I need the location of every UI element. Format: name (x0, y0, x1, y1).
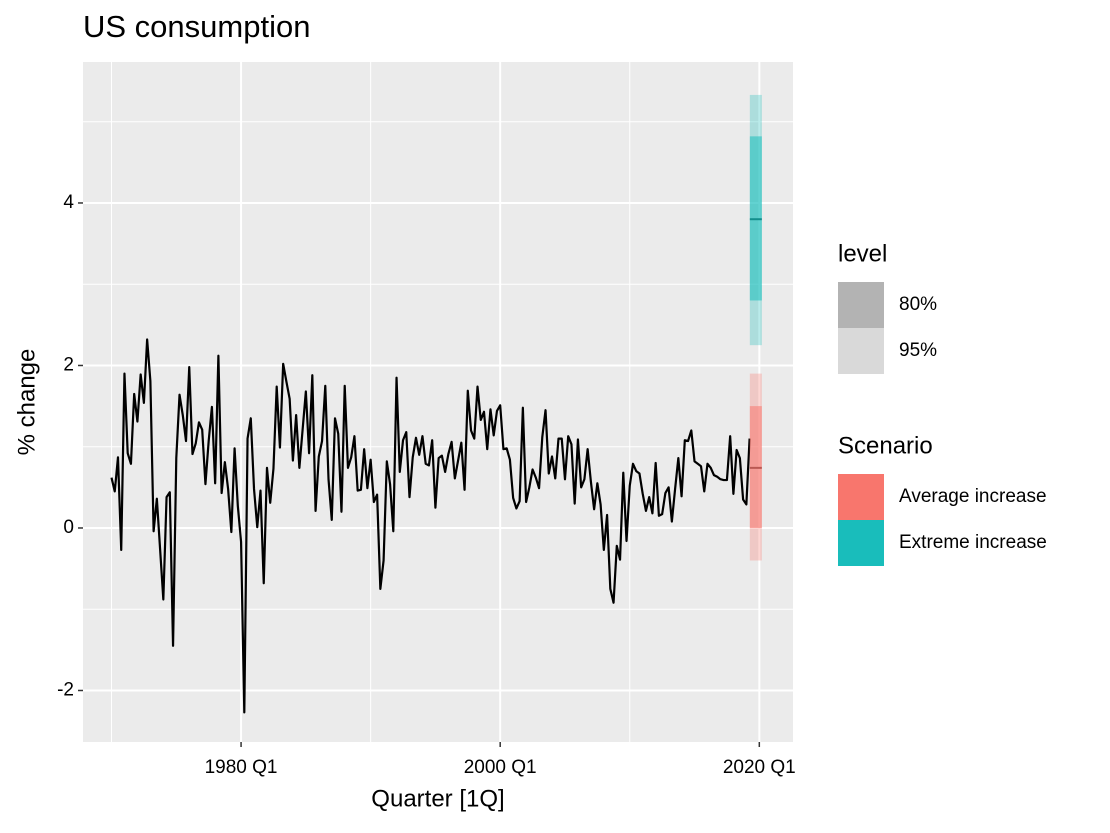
data-line (110, 338, 751, 714)
legend-title: level (838, 240, 887, 267)
y-tick-label: 0 (63, 517, 74, 538)
legend-swatch (838, 474, 884, 520)
y-tick-label: -2 (57, 680, 74, 701)
x-axis-label: Quarter [1Q] (371, 785, 504, 812)
legend-label: 80% (899, 294, 937, 315)
legend-title: Scenario (838, 432, 933, 459)
chart-title: US consumption (83, 9, 310, 44)
legend-swatch (838, 520, 884, 566)
panel (83, 62, 793, 742)
x-tick-label: 1980 Q1 (205, 757, 278, 778)
legend-swatch (838, 282, 884, 328)
legend-label: 95% (899, 340, 937, 361)
legend-label: Average increase (899, 486, 1047, 507)
x-tick-label: 2020 Q1 (723, 757, 796, 778)
y-tick-label: 4 (63, 192, 74, 213)
x-tick-label: 2000 Q1 (464, 757, 537, 778)
y-tick-label: 2 (63, 354, 74, 375)
legend-swatch (838, 328, 884, 374)
y-axis-label: % change (13, 349, 40, 456)
legend-label: Extreme increase (899, 532, 1047, 553)
